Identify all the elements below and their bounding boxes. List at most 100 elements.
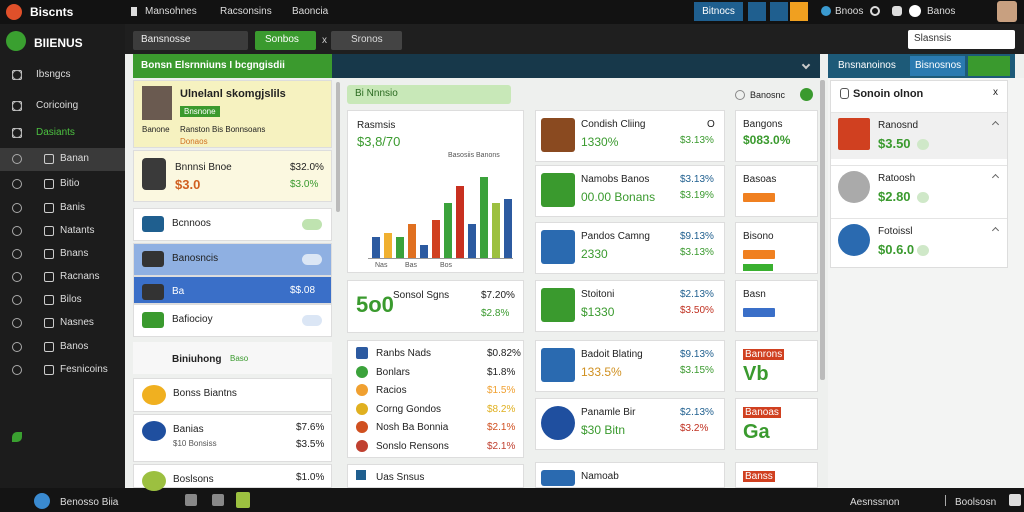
search-icon	[870, 6, 880, 16]
bar	[384, 232, 392, 258]
tile-value: 1330%	[581, 135, 619, 149]
section	[133, 342, 332, 374]
card-label: Banias	[173, 424, 204, 435]
side-item[interactable]: Nasnes	[60, 317, 94, 328]
list-label[interactable]: Bcnnoos	[172, 218, 211, 229]
score-value: $2.8%	[481, 308, 510, 319]
side-bar	[743, 308, 775, 317]
side-item[interactable]: Fesnicoins	[60, 364, 108, 375]
side-icon	[44, 295, 54, 305]
list-row	[133, 208, 332, 241]
score-value: $7.20%	[481, 290, 515, 301]
side-item[interactable]: Natants	[60, 225, 95, 236]
side-item[interactable]: Ibsngcs	[36, 69, 71, 80]
tile-value: $1330	[581, 305, 615, 319]
tile-v: $3.50%	[680, 305, 714, 316]
right-panel-title: Sonoin olnon	[853, 88, 924, 100]
side-item[interactable]: Coricoing	[36, 100, 79, 111]
section-label: Biniuhong	[172, 354, 222, 365]
right-badge	[917, 139, 929, 150]
side-tile	[735, 280, 818, 332]
side-icon	[12, 249, 22, 259]
toolbar-button[interactable]: Sonbos	[255, 31, 316, 50]
bottom-right: Boolsosn	[955, 497, 997, 508]
list-row	[133, 276, 332, 304]
nav-item[interactable]: Racsonsins	[220, 6, 272, 17]
side-item[interactable]: Banos	[60, 341, 89, 352]
side-tile-title: Basn	[743, 289, 766, 300]
tile-v: $2.13%	[680, 289, 714, 300]
side-icon	[44, 226, 54, 236]
right-item-icon	[838, 171, 870, 203]
x-label: Bos	[440, 262, 453, 269]
legend-label: Sonslo Rensons	[376, 440, 449, 452]
side-tile	[735, 110, 818, 162]
list-row	[133, 304, 332, 337]
right-item-label[interactable]: Ratoosh	[878, 173, 916, 184]
side-item[interactable]: Bnans	[60, 248, 89, 259]
legend-value: $1.5%	[487, 385, 516, 396]
profile-note: Donaos	[180, 137, 208, 146]
tile-value: 00.00 Bonans	[581, 190, 656, 204]
card-value: $1.0%	[296, 472, 325, 483]
tile-v: $3.15%	[680, 365, 714, 376]
list-label[interactable]: Ba	[172, 286, 185, 297]
search[interactable]: Slasnsis	[908, 30, 1015, 49]
list-row	[133, 243, 332, 276]
top-link[interactable]: Banos	[927, 6, 956, 17]
chart-value: $3,8/70	[357, 134, 401, 149]
tile-title: Pandos Camng	[581, 231, 650, 242]
side-icon	[12, 342, 22, 352]
tile-title: Namobs Banos	[581, 174, 650, 185]
right-badge	[917, 192, 929, 203]
top-button[interactable]: Bitnocs	[694, 2, 743, 21]
right-tab[interactable]: Bisnosnos	[910, 56, 965, 76]
profile-name: Ulnelanl skomgjslils	[180, 88, 286, 100]
card-label: Bonss Biantns	[173, 388, 237, 399]
right-close[interactable]: x	[993, 87, 998, 98]
nav-item[interactable]: Baoncia	[292, 6, 329, 17]
side-item[interactable]: Racnans	[60, 271, 100, 282]
side-icon	[12, 179, 22, 189]
bar	[408, 224, 416, 258]
side-item[interactable]: Bilos	[60, 294, 82, 305]
side-icon	[12, 128, 22, 138]
close[interactable]: x	[322, 35, 327, 46]
stat-value: $3.0%	[290, 179, 319, 190]
tile-v: $3.2%	[680, 423, 709, 434]
card-icon	[142, 385, 166, 405]
list-icon	[142, 312, 164, 328]
side-tile-value: Ga	[743, 421, 770, 443]
score-big: 5o0	[356, 292, 394, 317]
side-icon	[44, 203, 54, 213]
legend-dot	[356, 365, 368, 378]
filter[interactable]: Bi Nnnsio	[347, 85, 511, 104]
legend-dot	[356, 421, 368, 433]
right-item-label[interactable]: Fotoissl	[878, 226, 913, 237]
side-item[interactable]: Bitio	[60, 178, 80, 189]
side-item[interactable]: Banan	[60, 153, 89, 164]
right-item-label[interactable]: Ranosnd	[878, 120, 919, 131]
list-label[interactable]: Bafiocioy	[172, 314, 213, 325]
legend-value: $2.1%	[487, 422, 516, 433]
top-bar	[0, 0, 1024, 24]
top-link[interactable]: Bnoos	[835, 6, 864, 17]
side-item[interactable]: Dasiants	[36, 127, 75, 138]
tile-value: $30 Bitn	[581, 423, 626, 437]
side-icon	[44, 154, 54, 164]
foot-avatar	[34, 493, 50, 509]
select[interactable]: Bansnosse	[133, 31, 248, 50]
right-badge	[917, 245, 929, 256]
right-title: Bnsnanoinos	[838, 60, 896, 71]
card-value: $3.5%	[296, 439, 325, 450]
card-sub: $10 Bonsiss	[173, 439, 217, 448]
side-icon	[44, 179, 54, 189]
chart-title: Rasmsis	[357, 120, 396, 131]
list-icon	[142, 216, 164, 232]
tile-v: $3.13%	[680, 174, 714, 185]
field[interactable]: Sronos	[331, 31, 402, 50]
right-item-icon	[838, 224, 870, 256]
side-item[interactable]: Banis	[60, 202, 86, 213]
nav-item[interactable]: Mansohnes	[145, 6, 197, 17]
list-label[interactable]: Banosncis	[172, 253, 219, 264]
